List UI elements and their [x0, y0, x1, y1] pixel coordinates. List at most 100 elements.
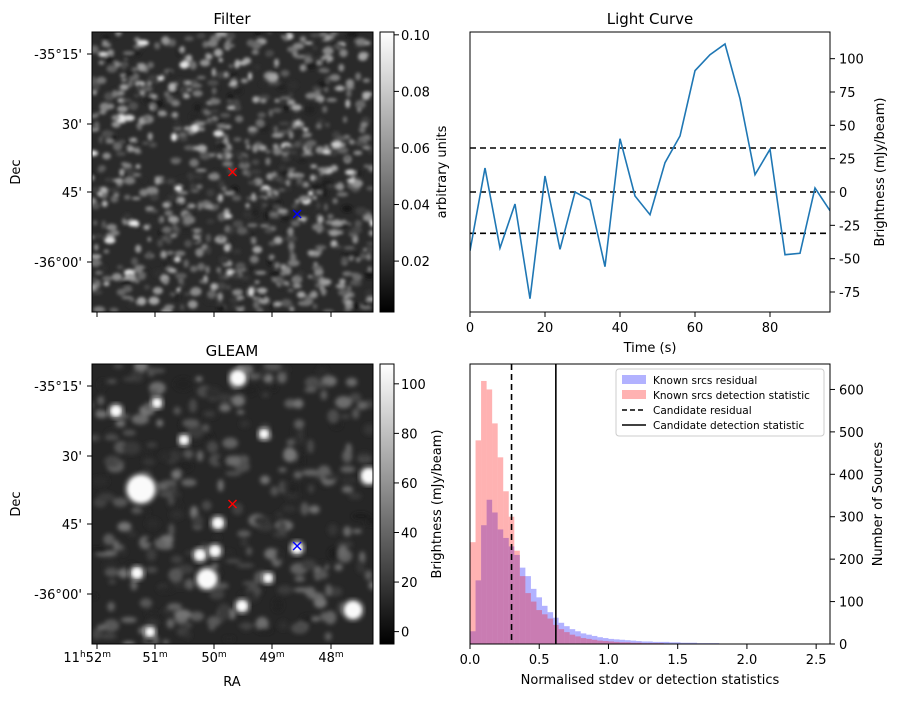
filter-noise-blob [132, 197, 141, 200]
filter-noise-blob [219, 256, 230, 265]
filter-noise-blob [293, 43, 304, 50]
filter-title: Filter [213, 10, 251, 28]
filter-noise-blob [313, 46, 318, 49]
gleam-diffuse-blob [343, 526, 351, 536]
y-tick-label: -50 [839, 253, 860, 268]
filter-noise-blob [262, 203, 268, 207]
filter-noise-blob [162, 70, 167, 78]
filter-noise-blob [217, 282, 226, 290]
light-curve-title: Light Curve [607, 10, 693, 28]
filter-noise-blob [196, 34, 206, 38]
gleam-diffuse-blob [226, 456, 241, 466]
filter-noise-blob [180, 61, 190, 68]
filter-noise-blob [188, 300, 198, 309]
filter-noise-blob [356, 170, 362, 176]
gleam-diffuse-blob [95, 410, 108, 418]
filter-noise-blob [299, 195, 310, 201]
filter-noise-blob [295, 199, 300, 203]
filter-noise-blob [355, 38, 366, 45]
filter-noise-blob [172, 223, 177, 232]
filter-noise-blob [195, 169, 206, 172]
y-tick-label: 0 [839, 638, 847, 653]
gleam-diffuse-blob [241, 540, 248, 546]
gleam-diffuse-blob [168, 523, 174, 537]
gleam-diffuse-blob [213, 535, 220, 540]
filter-noise-blob [224, 72, 228, 78]
filter-noise-blob [154, 42, 160, 49]
filter-noise-blob [199, 280, 205, 284]
light-curve-series-line [470, 44, 830, 299]
gleam-diffuse-blob [334, 564, 342, 571]
filter-noise-blob [276, 277, 284, 285]
filter-noise-blob [210, 109, 219, 113]
filter-noise-blob [205, 266, 209, 274]
filter-noise-blob [205, 205, 213, 209]
gleam-diffuse-blob [328, 524, 338, 536]
filter-noise-blob [316, 202, 320, 209]
filter-noise-blob [220, 113, 230, 118]
legend-swatch-residual [622, 375, 646, 384]
gleam-source [146, 628, 154, 636]
detection-bar [503, 491, 509, 644]
gleam-diffuse-blob [301, 559, 317, 570]
colorbar-tick-label: 0.02 [401, 255, 430, 270]
filter-noise-blob [120, 73, 125, 77]
filter-noise-blob [251, 237, 257, 244]
gleam-diffuse-blob [342, 486, 353, 493]
filter-noise-blob [184, 145, 195, 150]
filter-noise-blob [285, 266, 292, 275]
gleam-source [153, 399, 161, 407]
filter-noise-blob [210, 198, 220, 205]
filter-noise-blob [168, 70, 173, 74]
filter-noise-blob [362, 146, 370, 149]
filter-noise-blob [198, 202, 202, 211]
filter-noise-blob [251, 193, 256, 202]
filter-noise-blob [281, 156, 290, 161]
filter-noise-blob [345, 304, 353, 310]
filter-noise-blob [184, 80, 191, 85]
filter-noise-blob [93, 220, 97, 225]
filter-noise-blob [327, 214, 333, 219]
filter-noise-blob [299, 136, 305, 144]
filter-noise-blob [308, 191, 313, 196]
gleam-diffuse-blob [167, 603, 182, 610]
filter-noise-blob [148, 74, 158, 83]
gleam-diffuse-blob [177, 462, 192, 471]
filter-noise-blob [356, 140, 364, 145]
filter-noise-blob [127, 145, 134, 152]
gleam-source [128, 476, 154, 502]
filter-noise-blob [335, 183, 344, 190]
gleam-diffuse-blob [225, 471, 241, 476]
filter-noise-blob [158, 110, 167, 115]
gleam-diffuse-blob [352, 513, 370, 520]
gleam-diffuse-blob [113, 460, 124, 464]
filter-noise-blob [280, 178, 284, 184]
filter-noise-blob [342, 205, 352, 212]
filter-noise-blob [265, 157, 270, 165]
y-tick-label: 400 [839, 468, 864, 483]
filter-noise-blob [300, 36, 306, 42]
filter-noise-blob [365, 246, 373, 253]
detection-bar [481, 381, 487, 644]
filter-noise-blob [121, 162, 127, 166]
filter-noise-blob [112, 121, 121, 127]
filter-noise-blob [252, 50, 259, 55]
filter-noise-blob [190, 113, 198, 121]
filter-noise-blob [272, 133, 284, 138]
gleam-diffuse-blob [232, 395, 245, 407]
gleam-diffuse-blob [365, 570, 373, 580]
dec-tick-label: 45' [62, 186, 82, 201]
x-tick-label: 2.5 [806, 653, 827, 668]
gleam-diffuse-blob [107, 379, 117, 384]
filter-noise-blob [119, 169, 123, 177]
filter-noise-blob [208, 173, 220, 181]
filter-noise-blob [250, 255, 259, 263]
gleam-diffuse-blob [283, 448, 297, 462]
ra-tick-label: 50m [201, 650, 226, 666]
y-tick-label: 500 [839, 426, 864, 441]
gleam-diffuse-blob [192, 515, 203, 528]
gleam-diffuse-blob [319, 561, 327, 569]
filter-noise-blob [217, 72, 225, 79]
light-curve-ylabel: Brightness (mJy/beam) [873, 98, 888, 247]
